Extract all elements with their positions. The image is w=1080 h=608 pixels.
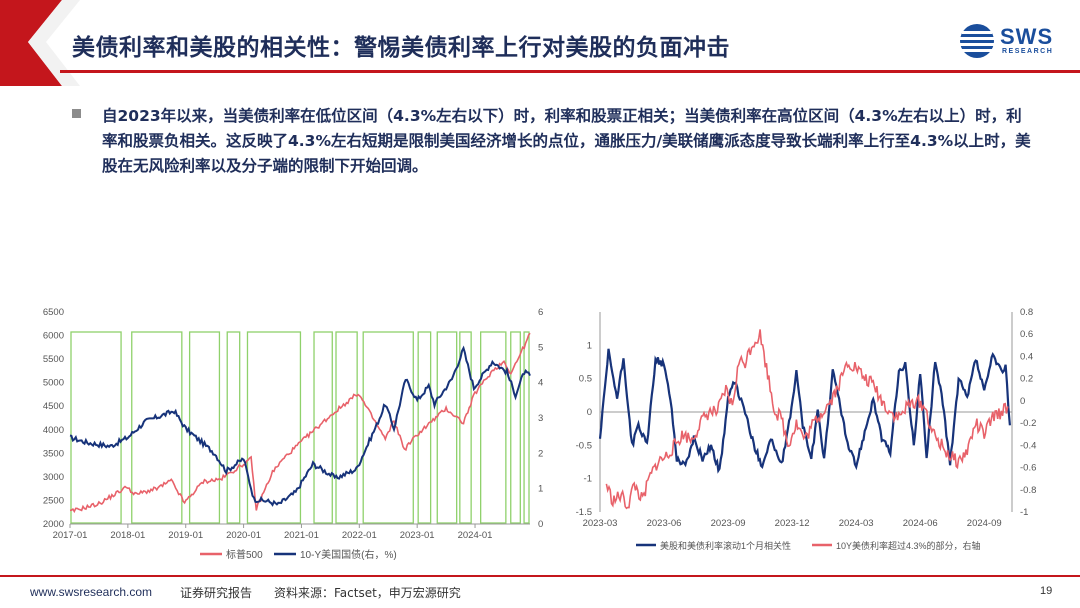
y-right-tick-label: -0.6 — [1020, 463, 1036, 474]
y-right-tick-label: 2 — [538, 448, 543, 459]
y-left-tick-label: -1 — [584, 474, 592, 485]
highlight-box — [459, 331, 472, 524]
page-number: 19 — [1040, 585, 1053, 597]
highlight-box — [510, 331, 521, 524]
x-tick-label: 2024-09 — [967, 518, 1002, 529]
x-tick-label: 2020-01 — [226, 530, 261, 541]
y-right-tick-label: 0.4 — [1020, 351, 1033, 362]
highlight-box — [188, 331, 221, 524]
data-source: 资料来源：Factset，申万宏源研究 — [274, 586, 461, 600]
y-left-tick-label: 3000 — [43, 472, 64, 483]
spx-vs-ust10y-chart: 2000 2500 3000 3500 4000 4500 5000 5500 6000 6500… — [0, 296, 560, 568]
right-chart-svg: -1.5 -1 -0.5 0 0.5 1 -1 -0.8 -0.6 -0.4 -0.2 0 0.2 0.4… — [576, 307, 1037, 551]
y-right-tick-label: 0 — [538, 519, 543, 530]
bullet-text: 自2023年以来，当美债利率在低位区间（4.3%左右以下）时，利率和股票正相关；… — [102, 107, 1031, 175]
highlight-box — [362, 331, 414, 524]
y-right-tick-label: 0.6 — [1020, 329, 1033, 340]
y-left-tick-label: 2500 — [43, 495, 64, 506]
y-left-tick-label: 5500 — [43, 354, 64, 365]
x-tick-label: 2023-09 — [711, 518, 746, 529]
website-link[interactable]: www.swsresearch.com — [30, 585, 153, 599]
page-title: 美债利率和美股的相关性：警惕美债利率上行对美股的负面冲击 — [72, 35, 730, 61]
logo-subtext: RESEARCH — [1002, 48, 1054, 55]
y-right-tick-label: 0.8 — [1020, 307, 1033, 318]
x-tick-label: 2018-01 — [110, 530, 145, 541]
highlight-box — [313, 331, 333, 524]
y-left-tick-label: 4000 — [43, 425, 64, 436]
x-tick-label: 2024-03 — [839, 518, 874, 529]
y-left-tick-label: 0 — [587, 407, 592, 418]
legend-label: 10-Y美国国债(右，%) — [300, 548, 397, 561]
x-tick-label: 2023-01 — [400, 530, 435, 541]
y-right-tick-label: 0.2 — [1020, 374, 1033, 385]
legend-label: 美股和美债利率滚动1个月相关性 — [660, 540, 791, 551]
report-type: 证券研究报告 — [180, 586, 253, 600]
series-line — [605, 329, 1009, 510]
x-tick-label: 2019-01 — [168, 530, 203, 541]
highlight-box — [480, 331, 507, 524]
y-left-tick-label: -1.5 — [576, 507, 592, 518]
x-tick-label: 2021-01 — [284, 530, 319, 541]
left-chart-svg: 2000 2500 3000 3500 4000 4500 5000 5500 6000 6500… — [43, 307, 543, 561]
series-line — [69, 345, 531, 507]
y-right-tick-label: 6 — [538, 307, 543, 318]
logo-text: SWS — [1000, 24, 1054, 49]
y-right-tick-label: -0.4 — [1020, 440, 1036, 451]
x-tick-label: 2022-01 — [342, 530, 377, 541]
y-left-tick-label: -0.5 — [576, 440, 592, 451]
x-tick-label: 2024-01 — [458, 530, 493, 541]
legend-label: 标普500 — [226, 548, 263, 561]
correlation-chart: -1.5 -1 -0.5 0 0.5 1 -1 -0.8 -0.6 -0.4 -0.2 0 0.2 0.4… — [560, 296, 1060, 568]
y-left-tick-label: 1 — [587, 340, 592, 351]
x-tick-label: 2023-06 — [647, 518, 682, 529]
y-left-tick-label: 0.5 — [579, 374, 592, 385]
highlight-box — [70, 331, 122, 524]
slide-footer: www.swsresearch.com 证券研究报告 资料来源：Factset，… — [0, 575, 1080, 608]
x-tick-label: 2017-01 — [53, 530, 88, 541]
series-line — [69, 332, 531, 514]
y-right-tick-label: 3 — [538, 413, 543, 424]
highlight-box — [417, 331, 432, 524]
y-right-tick-label: -0.2 — [1020, 418, 1036, 429]
y-left-tick-label: 6000 — [43, 331, 64, 342]
y-left-tick-label: 6500 — [43, 307, 64, 318]
highlight-box — [523, 331, 530, 524]
globe-icon — [960, 24, 994, 58]
y-left-tick-label: 5000 — [43, 378, 64, 389]
highlight-box — [246, 331, 302, 524]
x-tick-label: 2023-03 — [583, 518, 618, 529]
slide-header: 美债利率和美股的相关性：警惕美债利率上行对美股的负面冲击 SWS RESEARC… — [0, 0, 1080, 86]
y-right-tick-label: 1 — [538, 484, 543, 495]
y-right-tick-label: 5 — [538, 342, 543, 353]
highlight-box — [226, 331, 241, 524]
highlight-box — [436, 331, 458, 524]
y-left-tick-label: 3500 — [43, 448, 64, 459]
x-tick-label: 2024-06 — [903, 518, 938, 529]
y-left-tick-label: 4500 — [43, 401, 64, 412]
y-right-tick-label: -0.8 — [1020, 485, 1036, 496]
y-right-tick-label: -1 — [1020, 507, 1028, 518]
header-decoration — [0, 0, 1080, 86]
legend-label: 10Y美债利率超过4.3%的部分，右轴 — [836, 540, 981, 551]
y-right-tick-label: 0 — [1020, 396, 1025, 407]
y-left-tick-label: 2000 — [43, 519, 64, 530]
footer-divider — [0, 575, 1080, 577]
company-logo: SWS RESEARCH — [958, 22, 1058, 60]
highlight-box — [335, 331, 358, 524]
x-tick-label: 2023-12 — [775, 518, 810, 529]
square-bullet-icon — [72, 109, 81, 118]
highlight-box — [131, 331, 183, 524]
y-right-tick-label: 4 — [538, 378, 543, 389]
